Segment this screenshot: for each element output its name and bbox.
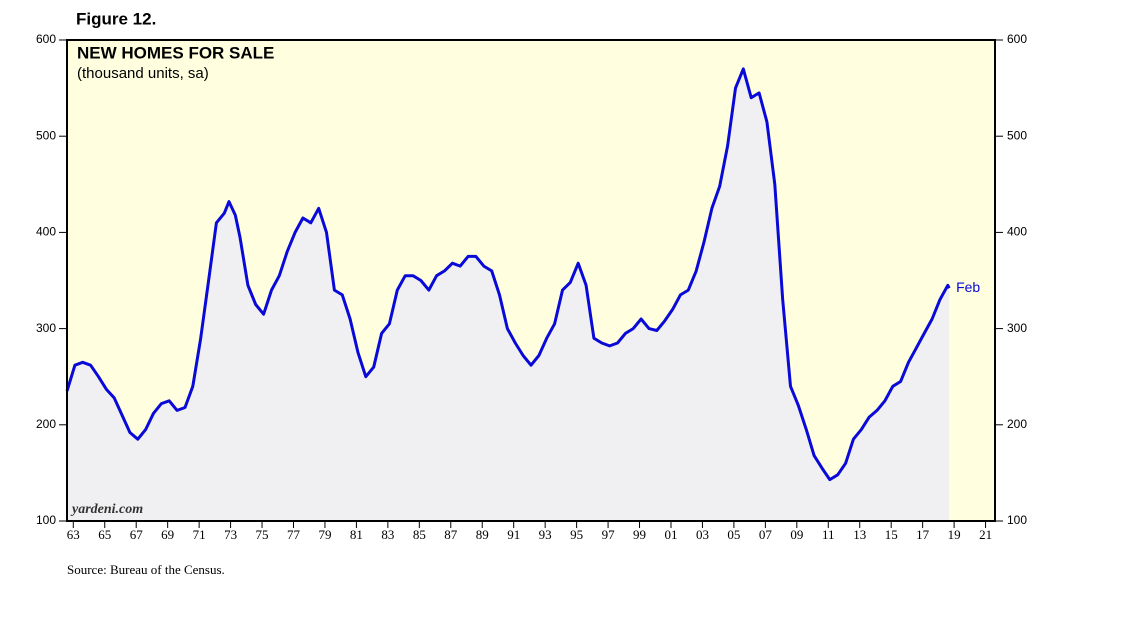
x-tick-label: 87 bbox=[444, 527, 458, 542]
y-tick-label: 300 bbox=[36, 321, 56, 335]
x-tick-label: 73 bbox=[224, 527, 237, 542]
x-tick-label: 99 bbox=[633, 527, 646, 542]
x-tick-label: 91 bbox=[507, 527, 520, 542]
x-tick-label: 79 bbox=[318, 527, 331, 542]
y2-tick-label: 100 bbox=[1007, 513, 1027, 527]
x-tick-label: 17 bbox=[916, 527, 930, 542]
x-tick-label: 69 bbox=[161, 527, 174, 542]
x-tick-label: 71 bbox=[193, 527, 206, 542]
x-tick-label: 07 bbox=[759, 527, 773, 542]
end-annotation: Feb bbox=[956, 279, 980, 295]
x-tick-label: 63 bbox=[67, 527, 80, 542]
y2-tick-label: 400 bbox=[1007, 225, 1027, 239]
plot-frame bbox=[66, 39, 996, 522]
x-tick-label: 89 bbox=[476, 527, 489, 542]
plot: Feb bbox=[65, 67, 980, 522]
x-tick-label: 85 bbox=[413, 527, 426, 542]
x-tick-label: 01 bbox=[664, 527, 677, 542]
x-tick-label: 19 bbox=[948, 527, 961, 542]
x-tick-label: 93 bbox=[539, 527, 552, 542]
x-tick-label: 11 bbox=[822, 527, 835, 542]
figure-label: Figure 12. bbox=[76, 9, 156, 28]
watermark: yardeni.com bbox=[70, 502, 143, 517]
x-tick-label: 03 bbox=[696, 527, 709, 542]
x-tick-label: 81 bbox=[350, 527, 363, 542]
y-tick-label: 500 bbox=[36, 128, 56, 142]
chart-subtitle: (thousand units, sa) bbox=[77, 65, 209, 82]
x-tick-label: 95 bbox=[570, 527, 583, 542]
y2-tick-label: 300 bbox=[1007, 321, 1027, 335]
x-tick-label: 05 bbox=[727, 527, 740, 542]
y-tick-label: 100 bbox=[36, 513, 56, 527]
x-tick-label: 97 bbox=[602, 527, 616, 542]
x-tick-label: 13 bbox=[853, 527, 866, 542]
y2-tick-label: 200 bbox=[1007, 417, 1027, 431]
y2-tick-label: 500 bbox=[1007, 128, 1027, 142]
x-tick-label: 77 bbox=[287, 527, 301, 542]
x-tick-label: 09 bbox=[790, 527, 803, 542]
x-tick-label: 21 bbox=[979, 527, 992, 542]
area bbox=[67, 68, 950, 522]
x-tick-label: 67 bbox=[130, 527, 144, 542]
y2-tick-label: 600 bbox=[1007, 32, 1027, 46]
line bbox=[65, 67, 951, 482]
x-tick-label: 65 bbox=[98, 527, 111, 542]
y-tick-label: 600 bbox=[36, 32, 56, 46]
source-note: Source: Bureau of the Census. bbox=[67, 562, 225, 577]
y-tick-label: 200 bbox=[36, 417, 56, 431]
y-tick-label: 400 bbox=[36, 225, 56, 239]
x-tick-label: 15 bbox=[885, 527, 898, 542]
x-tick-label: 83 bbox=[381, 527, 394, 542]
chart-title: NEW HOMES FOR SALE bbox=[77, 43, 274, 62]
x-tick-label: 75 bbox=[256, 527, 269, 542]
